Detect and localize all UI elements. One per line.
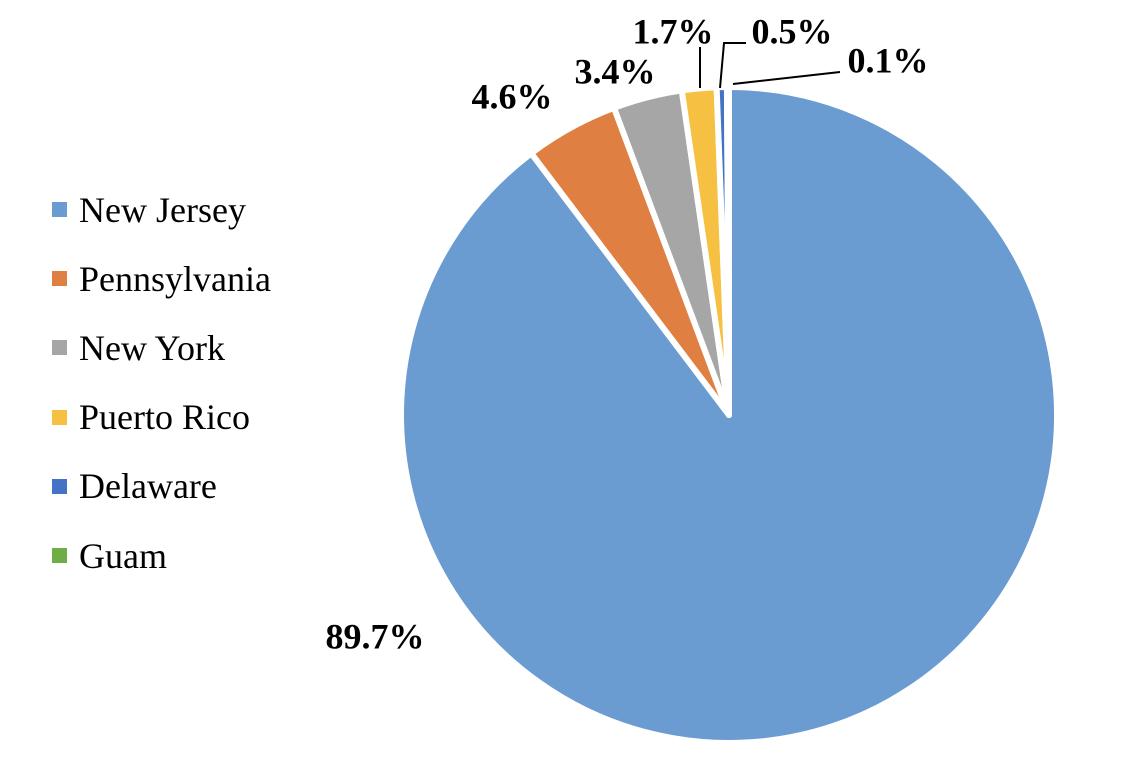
legend-item-new-york: New York	[52, 313, 271, 382]
legend-label: New Jersey	[79, 189, 246, 230]
legend-item-pennsylvania: Pennsylvania	[52, 244, 271, 313]
legend: New Jersey Pennsylvania New York Puerto Ric…	[52, 175, 271, 590]
legend-label: Puerto Rico	[79, 397, 250, 438]
legend-swatch	[52, 478, 67, 494]
legend-label: Delaware	[79, 466, 217, 507]
pie-slice-guam	[723, 84, 732, 418]
legend-swatch	[52, 409, 67, 425]
legend-swatch	[52, 271, 67, 287]
data-label-puerto-rico: 1.7%	[633, 11, 714, 51]
pie-slice-new-jersey	[398, 84, 1060, 746]
legend-swatch	[52, 202, 67, 218]
legend-item-delaware: Delaware	[52, 452, 271, 521]
data-label-new-york: 3.4%	[575, 51, 656, 91]
legend-label: Pennsylvania	[79, 258, 271, 299]
legend-item-puerto-rico: Puerto Rico	[52, 383, 271, 452]
legend-swatch	[52, 340, 67, 356]
data-label-guam: 0.1%	[848, 40, 929, 80]
data-label-new-jersey: 89.7%	[326, 616, 425, 656]
leader-line-guam	[732, 71, 841, 85]
legend-label: New York	[79, 327, 226, 368]
data-label-pennsylvania: 4.6%	[472, 76, 553, 116]
legend-label: Guam	[79, 535, 167, 576]
legend-swatch	[52, 548, 67, 564]
legend-item-guam: Guam	[52, 521, 271, 590]
pie-slices	[398, 84, 1060, 746]
leader-line-delaware	[719, 42, 746, 89]
data-label-delaware: 0.5%	[752, 11, 833, 51]
legend-item-new-jersey: New Jersey	[52, 175, 271, 244]
